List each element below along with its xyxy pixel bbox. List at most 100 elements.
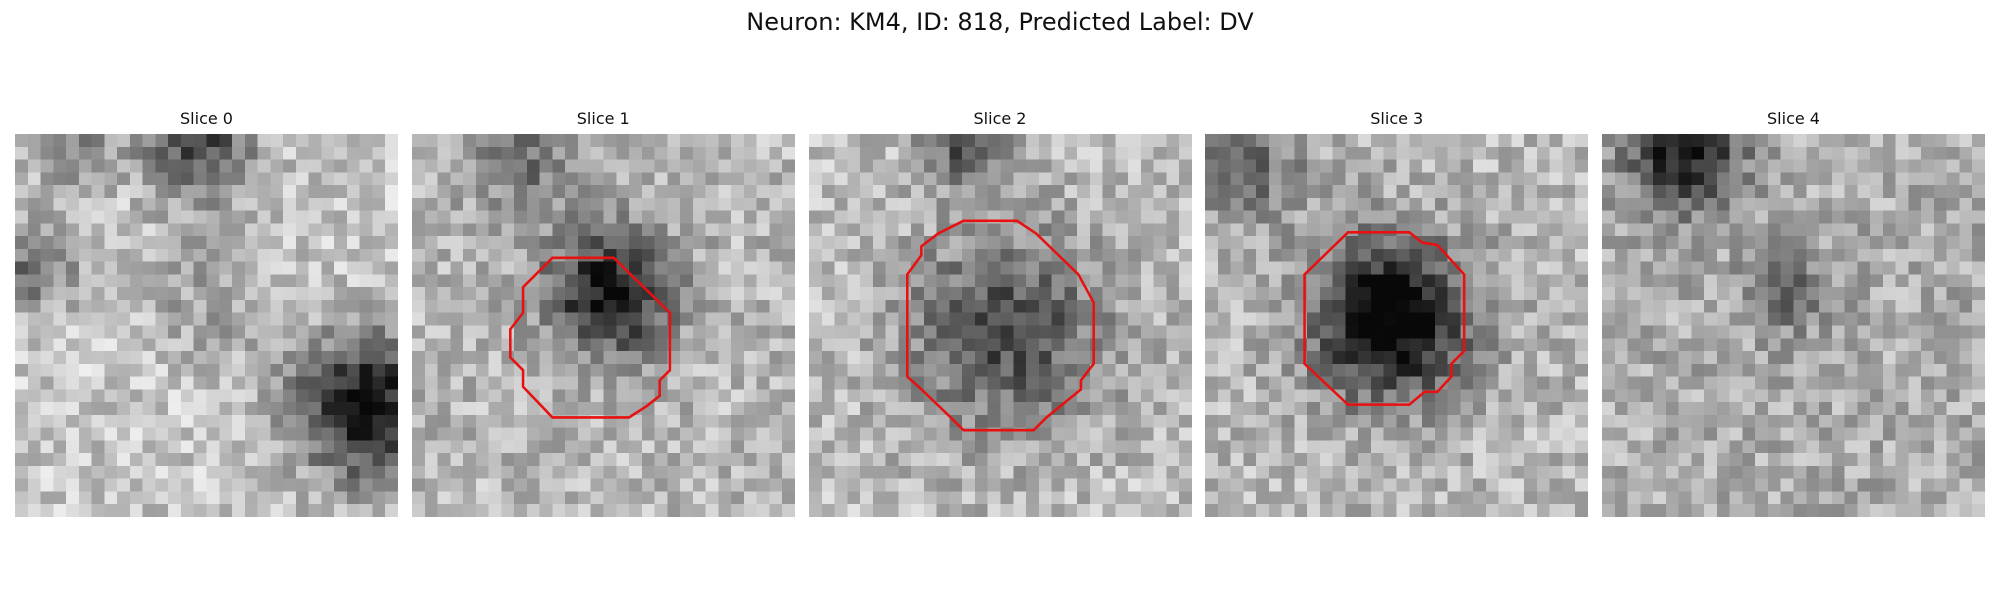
pixel: [781, 312, 795, 326]
pixel: [244, 172, 258, 186]
pixel: [692, 376, 706, 390]
pixel: [1165, 287, 1179, 300]
pixel: [1281, 389, 1295, 403]
pixel: [193, 172, 207, 186]
pixel: [1076, 312, 1090, 326]
pixel: [1447, 351, 1461, 364]
pixel: [1371, 223, 1384, 237]
pixel: [257, 427, 271, 441]
pixel: [359, 338, 373, 352]
pixel: [539, 363, 553, 377]
pixel: [257, 453, 271, 466]
pixel: [1051, 453, 1064, 466]
pixel: [1933, 146, 1947, 160]
pixel: [1205, 223, 1219, 237]
pixel: [219, 389, 233, 403]
pixel: [1908, 236, 1922, 249]
pixel: [564, 504, 578, 517]
pixel: [1332, 159, 1346, 173]
pixel: [1076, 223, 1090, 237]
pixel: [1627, 185, 1641, 198]
pixel: [781, 325, 795, 339]
pixel: [321, 427, 335, 441]
pixel: [1549, 338, 1563, 352]
pixel: [1025, 197, 1039, 211]
pixel: [295, 478, 309, 492]
pixel: [974, 491, 988, 505]
pixel: [1345, 197, 1359, 211]
pixel: [1933, 389, 1947, 403]
pixel: [1511, 504, 1525, 517]
pixel: [552, 465, 565, 479]
pixel: [66, 402, 79, 415]
pixel: [1895, 478, 1909, 492]
pixel: [1806, 389, 1820, 403]
pixel: [40, 299, 54, 313]
pixel: [667, 134, 680, 147]
pixel: [1205, 287, 1219, 300]
pixel: [910, 363, 924, 377]
pixel: [1038, 134, 1052, 147]
pixel: [1602, 248, 1615, 262]
pixel: [295, 210, 309, 224]
pixel: [552, 402, 565, 415]
pixel: [206, 223, 220, 237]
pixel: [1767, 402, 1781, 415]
pixel: [846, 159, 860, 173]
pixel: [1921, 338, 1934, 352]
pixel: [756, 299, 770, 313]
pixel: [781, 223, 795, 237]
pixel: [1486, 351, 1499, 364]
pixel: [1895, 504, 1909, 517]
pixel: [679, 491, 693, 505]
pixel: [1486, 491, 1499, 505]
pixel: [1640, 172, 1654, 186]
pixel: [244, 299, 258, 313]
pixel: [1678, 440, 1692, 454]
pixel: [1767, 248, 1781, 262]
pixel: [769, 338, 782, 352]
pixel: [1102, 402, 1115, 415]
pixel: [564, 376, 578, 390]
pixel: [1063, 299, 1077, 313]
pixel: [1269, 197, 1282, 211]
pixel: [1269, 478, 1282, 492]
pixel: [743, 504, 757, 517]
pixel: [1218, 478, 1231, 492]
pixel: [1178, 478, 1192, 492]
pixel: [117, 402, 130, 415]
pixel: [872, 210, 886, 224]
pixel: [1409, 312, 1423, 326]
pixel: [91, 414, 105, 428]
pixel: [730, 478, 744, 492]
pixel: [539, 338, 553, 352]
pixel: [756, 414, 770, 428]
pixel: [1972, 134, 1985, 147]
pixel: [1038, 325, 1052, 339]
pixel: [1870, 261, 1883, 275]
pixel: [411, 312, 425, 326]
pixel: [1102, 440, 1115, 454]
pixel: [718, 414, 731, 428]
pixel: [539, 172, 553, 186]
pixel: [1524, 491, 1538, 505]
pixel: [1422, 134, 1436, 147]
pixel: [1114, 376, 1128, 390]
pixel: [1038, 172, 1052, 186]
pixel: [501, 287, 514, 300]
pixel: [1933, 504, 1947, 517]
pixel: [1140, 274, 1154, 288]
pixel: [1549, 491, 1563, 505]
pixel: [1000, 389, 1013, 403]
pixel: [564, 146, 578, 160]
pixel: [821, 299, 835, 313]
pixel: [1511, 248, 1525, 262]
pixel: [846, 363, 860, 377]
pixel: [513, 134, 527, 147]
pixel: [628, 172, 642, 186]
pixel: [679, 465, 693, 479]
pixel: [821, 159, 835, 173]
pixel: [834, 210, 847, 224]
pixel: [1460, 478, 1474, 492]
pixel: [730, 351, 744, 364]
